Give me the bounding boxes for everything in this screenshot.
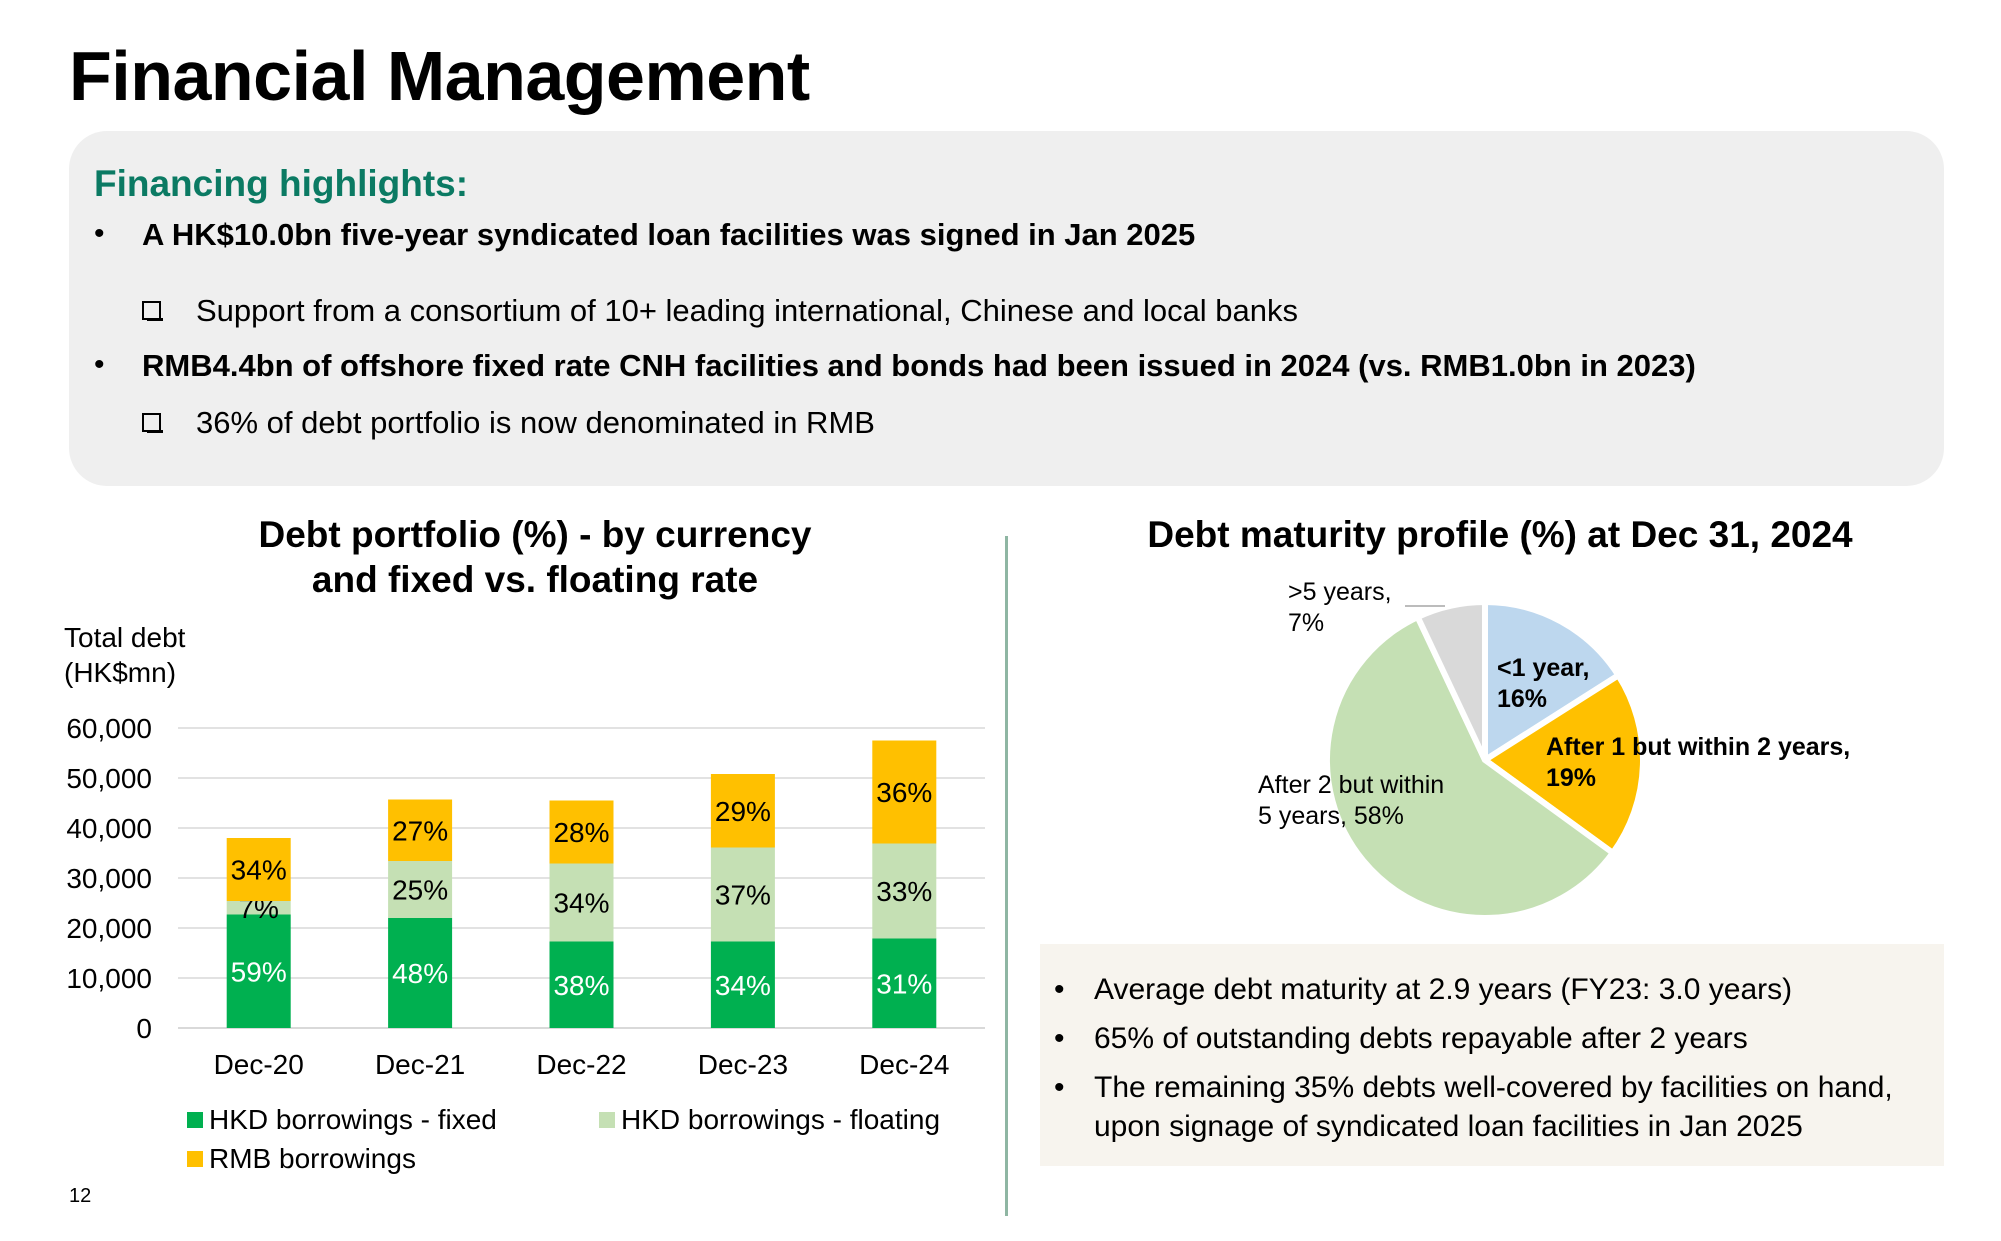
page-title: Financial Management: [69, 37, 810, 115]
x-tick-label: Dec-21: [375, 1049, 465, 1080]
bar-segment: [549, 863, 614, 942]
pie-slice-label: >5 years,: [1288, 578, 1392, 606]
bar-data-label: 29%: [715, 796, 771, 827]
highlight-subitem: Support from a consortium of 10+ leading…: [196, 293, 1299, 328]
bar-chart-title: Debt portfolio (%) - by currency and fix…: [230, 512, 840, 602]
bar-data-label: 48%: [392, 958, 448, 989]
bar-data-label: 34%: [553, 888, 609, 919]
bar-data-label: 34%: [715, 970, 771, 1001]
pie-slice: [1413, 598, 1488, 762]
note-text: The remaining 35% debts well-covered by …: [1094, 1071, 1893, 1104]
legend-swatch: [187, 1151, 203, 1167]
pie-slice: [1324, 613, 1618, 921]
bar-segment: [872, 938, 937, 1028]
checkbox-square-icon: [142, 301, 163, 321]
y-tick-label: 40,000: [66, 813, 152, 844]
legend-item-hkd-floating: HKD borrowings - floating: [599, 1104, 940, 1136]
y-axis-label-line: (HK$mn): [64, 657, 177, 688]
legend-item-hkd-fixed: HKD borrowings - fixed: [187, 1104, 497, 1136]
pie-slice-label: <1 year,: [1497, 654, 1589, 682]
bar-chart-title-line: Debt portfolio (%) - by currency: [258, 514, 812, 555]
y-tick-label: 20,000: [66, 913, 152, 944]
legend-item-rmb: RMB borrowings: [187, 1143, 416, 1175]
legend-swatch: [599, 1112, 615, 1128]
y-axis-label-line: Total debt: [64, 622, 186, 653]
bar-segment: [388, 918, 453, 1028]
bar-data-label: 28%: [553, 817, 609, 848]
bar-data-label: 37%: [715, 880, 771, 911]
highlight-subitem: 36% of debt portfolio is now denominated…: [196, 405, 875, 440]
bar-segment: [710, 847, 775, 942]
legend-label: HKD borrowings - fixed: [209, 1104, 497, 1135]
bar-segment: [872, 843, 937, 939]
bar-segment: [710, 774, 775, 848]
highlight-item: A HK$10.0bn five-year syndicated loan fa…: [142, 217, 1196, 252]
bar-segment: [226, 901, 291, 915]
note-text: 65% of outstanding debts repayable after…: [1094, 1022, 1748, 1055]
bar-segment: [710, 941, 775, 1028]
bar-segment: [549, 941, 614, 1028]
y-tick-label: 60,000: [66, 713, 152, 744]
y-axis-label: Total debt (HK$mn): [64, 620, 185, 690]
bar-chart-title-line: and fixed vs. floating rate: [311, 559, 759, 600]
bar-data-label: 31%: [876, 968, 932, 999]
pie-slice: [1479, 671, 1646, 858]
highlight-item: RMB4.4bn of offshore fixed rate CNH faci…: [142, 348, 1696, 383]
bullet-icon: •: [94, 348, 105, 381]
bullet-icon: •: [1054, 973, 1065, 1006]
bar-segment: [388, 861, 453, 918]
pie-data-label: 7%: [1288, 609, 1324, 637]
highlights-heading: Financing highlights:: [94, 163, 469, 204]
pie-chart: <1 year, 16% After 1 but within 2 years, 19…: [1258, 578, 1850, 921]
x-tick-label: Dec-23: [698, 1049, 788, 1080]
financing-highlights-panel: Financing highlights: • A HK$10.0bn five…: [69, 131, 1944, 486]
bar-data-label: 25%: [392, 875, 448, 906]
bar-segment: [549, 800, 614, 864]
bar-chart: 0 10,000 20,000 30,000 40,000 50,000 60,000 59%…: [66, 713, 985, 1080]
legend-swatch: [187, 1112, 203, 1128]
y-tick-label: 0: [136, 1013, 152, 1044]
bar-segment: [226, 914, 291, 1028]
y-tick-label: 10,000: [66, 963, 152, 994]
bar-data-label: 33%: [876, 876, 932, 907]
pie-data-label: 5 years, 58%: [1258, 802, 1404, 830]
legend-label: RMB borrowings: [209, 1143, 416, 1174]
pie-chart-title: Debt maturity profile (%) at Dec 31, 202…: [1147, 514, 1853, 555]
y-tick-label: 30,000: [66, 863, 152, 894]
bar-data-label: 38%: [553, 970, 609, 1001]
pie-slice-label: After 1 but within 2 years,: [1546, 733, 1850, 761]
legend-label: HKD borrowings - floating: [621, 1104, 941, 1135]
bar-segment: [226, 838, 291, 901]
x-tick-label: Dec-20: [214, 1049, 304, 1080]
checkbox-square-icon: [142, 413, 163, 433]
bar-data-label: 34%: [231, 855, 287, 886]
bar-data-label: 59%: [231, 956, 287, 987]
note-text: Average debt maturity at 2.9 years (FY23…: [1094, 973, 1793, 1006]
bullet-icon: •: [1054, 1022, 1065, 1055]
pie-data-label: 19%: [1546, 764, 1596, 792]
y-tick-label: 50,000: [66, 763, 152, 794]
maturity-notes-panel: • Average debt maturity at 2.9 years (FY…: [1040, 944, 1944, 1166]
page-number: 12: [69, 1185, 92, 1207]
x-tick-label: Dec-24: [859, 1049, 949, 1080]
pie-slice: [1482, 598, 1623, 766]
bullet-icon: •: [94, 217, 105, 250]
pie-data-label: 16%: [1497, 685, 1547, 713]
bullet-icon: •: [1054, 1071, 1065, 1104]
bar-data-label: 27%: [392, 815, 448, 846]
x-tick-label: Dec-22: [536, 1049, 626, 1080]
bar-segment: [388, 799, 453, 861]
pie-slice-label: After 2 but within: [1258, 771, 1444, 799]
section-divider: [1005, 536, 1008, 1216]
note-text: upon signage of syndicated loan faciliti…: [1094, 1110, 1803, 1143]
bar-data-label: 36%: [876, 777, 932, 808]
bar-segment: [872, 740, 937, 844]
